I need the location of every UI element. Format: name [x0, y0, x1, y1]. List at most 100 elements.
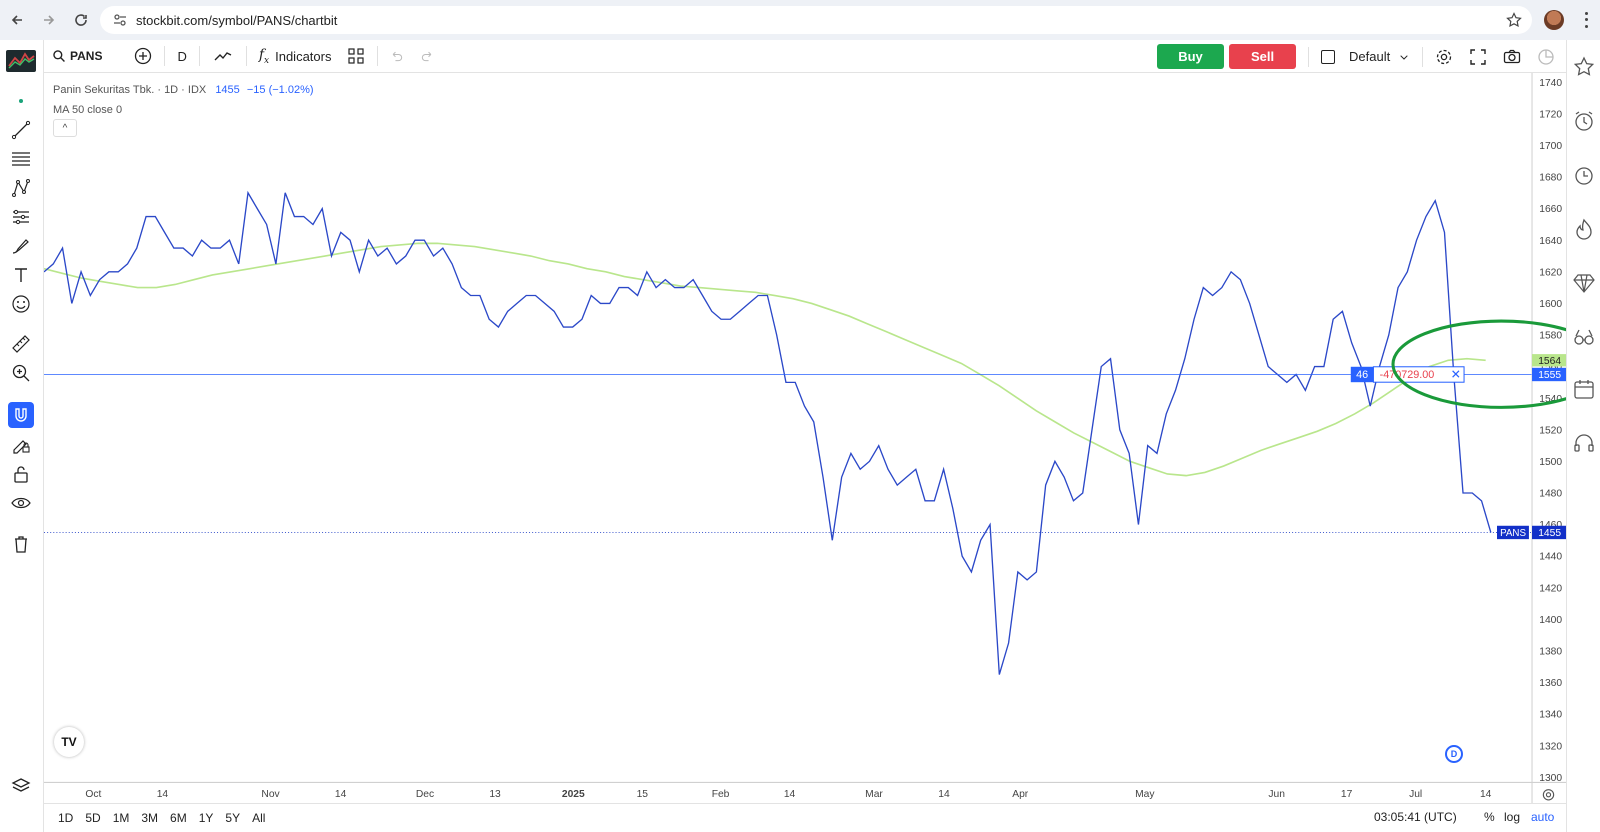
- profile-avatar[interactable]: [1544, 10, 1564, 30]
- range-all[interactable]: All: [252, 811, 266, 825]
- dot-icon[interactable]: [10, 90, 32, 112]
- layout-label: Default: [1349, 49, 1391, 64]
- price-tick: 1540: [1539, 394, 1562, 405]
- ma-badge-label: 1564: [1538, 356, 1561, 367]
- pattern-icon[interactable]: [10, 177, 32, 199]
- eye-icon[interactable]: [10, 492, 32, 514]
- price-axis[interactable]: 1740 1720 1700 1680 1660 1640 1620 1600 1580 1560…: [1539, 78, 1562, 784]
- legend-collapse-button[interactable]: ^: [53, 119, 77, 137]
- browser-menu-icon[interactable]: [1578, 10, 1594, 30]
- symbol-search[interactable]: PANS: [44, 40, 110, 73]
- time-tick: 14: [938, 789, 950, 800]
- back-icon[interactable]: [2, 5, 32, 35]
- magnet-icon[interactable]: [8, 402, 34, 428]
- diamond-icon[interactable]: [1573, 272, 1595, 294]
- prediction-icon[interactable]: [10, 206, 32, 228]
- lock-drawing-icon[interactable]: [10, 433, 32, 455]
- redo-button[interactable]: [412, 40, 442, 73]
- brush-icon[interactable]: [10, 235, 32, 257]
- right-sidebar: [1566, 40, 1600, 832]
- price-line: [44, 190, 1492, 675]
- auto-toggle[interactable]: auto: [1531, 810, 1555, 824]
- address-bar[interactable]: stockbit.com/symbol/PANS/chartbit: [100, 6, 1532, 34]
- percent-toggle[interactable]: %: [1484, 810, 1495, 824]
- site-settings-icon[interactable]: [112, 12, 128, 28]
- time-tick: Nov: [261, 789, 280, 800]
- text-icon[interactable]: [10, 264, 32, 286]
- fire-icon[interactable]: [1573, 218, 1595, 240]
- fib-icon[interactable]: [10, 148, 32, 170]
- annotation-ellipse[interactable]: [1391, 319, 1566, 409]
- history-icon[interactable]: [1573, 164, 1595, 186]
- watchlist-star-icon[interactable]: [1573, 56, 1595, 78]
- glasses-icon[interactable]: [1573, 326, 1595, 348]
- sell-button[interactable]: Sell: [1229, 44, 1296, 69]
- snapshot-button[interactable]: [1495, 40, 1529, 73]
- square-icon: [1321, 49, 1335, 64]
- layers-icon[interactable]: [10, 775, 32, 797]
- price-tick: 1460: [1539, 520, 1562, 531]
- forward-icon[interactable]: [34, 5, 64, 35]
- bookmark-star-icon[interactable]: [1506, 12, 1522, 28]
- unlock-icon[interactable]: [10, 463, 32, 485]
- tradingview-logo[interactable]: TV: [54, 727, 84, 757]
- log-toggle[interactable]: log: [1504, 810, 1521, 824]
- interval-button[interactable]: D: [169, 40, 194, 73]
- order-value: -470729.00: [1380, 369, 1435, 381]
- range-6m[interactable]: 6M: [170, 811, 187, 825]
- redo-icon: [422, 51, 432, 62]
- indicators-button[interactable]: fx Indicators: [251, 40, 340, 73]
- range-1m[interactable]: 1M: [112, 811, 130, 825]
- legend-main[interactable]: Panin Sekuritas Tbk. · 1D · IDX 1455 −15…: [53, 80, 314, 100]
- order-line[interactable]: 46 -470729.00 ✕: [1350, 366, 1465, 383]
- undo-icon: [393, 51, 403, 62]
- price-tick: 1600: [1539, 299, 1562, 310]
- last-price-label: 1455: [1538, 528, 1561, 539]
- calendar-icon[interactable]: [1573, 378, 1595, 400]
- bottom-bar: 1D 5D 1M 3M 6M 1Y 5Y All 03:05:41 (UTC) % log a…: [44, 803, 1566, 832]
- settings-button[interactable]: [1427, 40, 1461, 73]
- clock: 03:05:41 (UTC): [1374, 810, 1457, 824]
- stockbit-logo[interactable]: [6, 50, 36, 72]
- order-value-box[interactable]: [1372, 366, 1465, 383]
- ruler-icon[interactable]: [10, 333, 32, 355]
- price-tick: 1440: [1539, 552, 1562, 563]
- dividend-badge[interactable]: D: [1445, 745, 1463, 763]
- layout-grid-button[interactable]: [339, 40, 373, 73]
- symbol-badge-label: PANS: [1500, 528, 1526, 539]
- order-close-icon[interactable]: ✕: [1451, 368, 1461, 382]
- time-tick: Dec: [416, 789, 434, 800]
- layout-select[interactable]: Default: [1313, 40, 1418, 73]
- time-tick: Apr: [1012, 789, 1029, 800]
- time-tick: 2025: [562, 789, 585, 800]
- price-chart[interactable]: 1740 1720 1700 1680 1660 1640 1620 1600 1580 1560…: [44, 73, 1566, 803]
- alarm-icon[interactable]: [1573, 110, 1595, 132]
- headset-icon[interactable]: [1573, 432, 1595, 454]
- trash-icon[interactable]: [10, 533, 32, 555]
- range-1d[interactable]: 1D: [58, 811, 74, 825]
- ma-badge: [1532, 354, 1566, 367]
- trendline-icon[interactable]: [10, 119, 32, 141]
- chart-type-button[interactable]: [204, 40, 242, 73]
- camera-icon: [1504, 49, 1521, 63]
- range-5y[interactable]: 5Y: [225, 811, 241, 825]
- price-tick: 1680: [1539, 173, 1562, 184]
- axis-settings-icon[interactable]: [1542, 789, 1555, 801]
- range-5d[interactable]: 5D: [85, 811, 101, 825]
- chart-legend: Panin Sekuritas Tbk. · 1D · IDX 1455 −15…: [53, 80, 314, 120]
- fullscreen-button[interactable]: [1461, 40, 1495, 73]
- pie-button[interactable]: [1529, 40, 1563, 73]
- zoom-in-icon[interactable]: [10, 362, 32, 384]
- pie-icon: [1538, 48, 1554, 65]
- emoji-icon[interactable]: [10, 293, 32, 315]
- price-tick: 1420: [1539, 583, 1562, 594]
- range-3m[interactable]: 3M: [141, 811, 159, 825]
- buy-button[interactable]: Buy: [1157, 44, 1224, 69]
- range-1y[interactable]: 1Y: [198, 811, 214, 825]
- order-qty-badge[interactable]: [1350, 366, 1374, 383]
- reload-icon[interactable]: [66, 5, 96, 35]
- compare-button[interactable]: [126, 40, 160, 73]
- time-axis[interactable]: Oct 14 Nov 14 Dec 13 2025 15 Feb 14 Mar 14 Apr May Jun…: [85, 789, 1491, 800]
- undo-button[interactable]: [382, 40, 412, 73]
- legend-ma[interactable]: MA 50 close 0: [53, 104, 123, 116]
